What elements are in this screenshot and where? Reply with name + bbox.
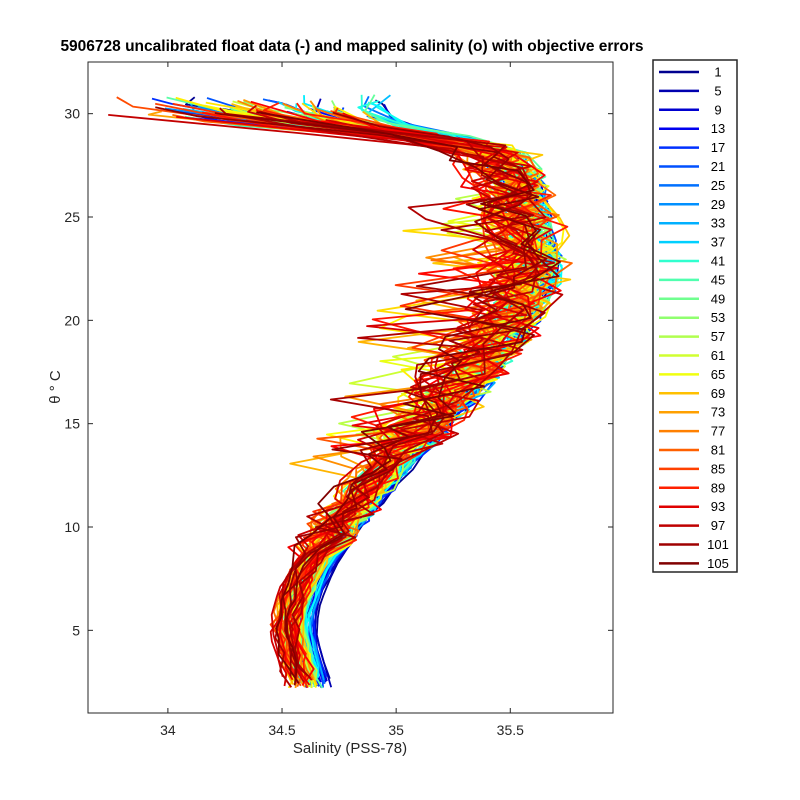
legend-label: 73: [711, 405, 725, 420]
legend-label: 93: [711, 499, 725, 514]
x-tick-label: 34: [160, 722, 176, 738]
legend-label: 101: [707, 537, 729, 552]
y-tick-label: 30: [64, 106, 80, 122]
profile-line: [256, 111, 561, 684]
legend-label: 65: [711, 367, 725, 382]
legend-label: 29: [711, 197, 725, 212]
legend-label: 85: [711, 461, 725, 476]
y-tick-label: 25: [64, 209, 80, 225]
legend-label: 61: [711, 348, 725, 363]
plot-area: [88, 62, 613, 713]
legend-label: 49: [711, 291, 725, 306]
legend-label: 17: [711, 140, 725, 155]
x-tick-label: 35: [388, 722, 404, 738]
legend-label: 5: [714, 83, 721, 98]
legend-label: 69: [711, 386, 725, 401]
y-tick-label: 10: [64, 519, 80, 535]
profile-lines: [108, 94, 573, 689]
profile-line: [224, 112, 541, 679]
y-tick-label: 15: [64, 416, 80, 432]
chart-title: 5906728 uncalibrated float data (-) and …: [60, 38, 643, 55]
x-tick-label: 34.5: [268, 722, 295, 738]
profile-line: [214, 112, 560, 686]
legend-label: 37: [711, 235, 725, 250]
legend-label: 81: [711, 443, 725, 458]
y-axis-label: θ ° C: [47, 370, 64, 404]
legend-label: 41: [711, 254, 725, 269]
profile-line: [284, 107, 550, 684]
legend-label: 9: [714, 102, 721, 117]
x-tick-label: 35.5: [497, 722, 524, 738]
y-tick-label: 5: [72, 622, 80, 638]
legend-label: 97: [711, 518, 725, 533]
legend-label: 33: [711, 216, 725, 231]
legend-label: 77: [711, 424, 725, 439]
legend-label: 53: [711, 310, 725, 325]
legend-label: 21: [711, 159, 725, 174]
plot-frame: [87, 61, 614, 714]
profile-line: [262, 102, 552, 689]
y-axis: 5 10 15 20 25 30: [64, 106, 613, 638]
profile-line: [285, 111, 546, 677]
legend-label: 89: [711, 480, 725, 495]
y-tick-label: 20: [64, 312, 80, 328]
legend-label: 45: [711, 272, 725, 287]
legend: 1 5 9 13 17 21 25 29 33 37 41 45 49 53 57 61 65 69 73 77 81 8…: [652, 59, 738, 573]
legend-label: 57: [711, 329, 725, 344]
legend-label: 13: [711, 121, 725, 136]
profile-line: [259, 110, 564, 681]
x-axis-label: Salinity (PSS-78): [293, 740, 407, 757]
legend-label: 25: [711, 178, 725, 193]
legend-label: 1: [714, 65, 721, 80]
profile-line: [245, 119, 540, 677]
legend-label: 105: [707, 556, 729, 571]
profile-line: [108, 114, 539, 683]
x-axis: 34 34.5 35 35.5: [160, 62, 524, 738]
